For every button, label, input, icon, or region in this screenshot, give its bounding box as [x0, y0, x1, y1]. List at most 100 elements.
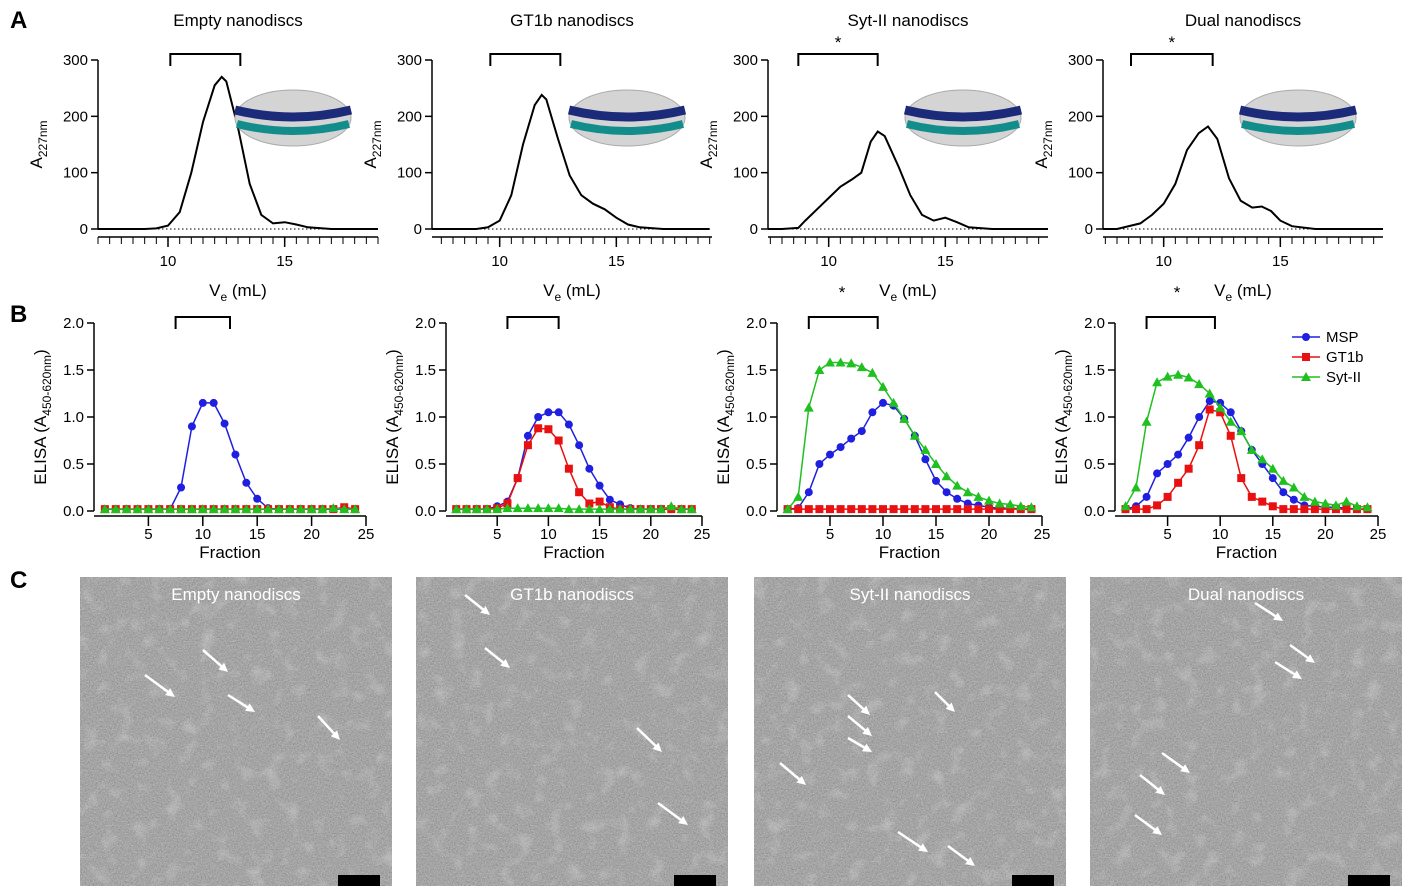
marker — [1162, 371, 1173, 381]
marker — [941, 471, 952, 481]
marker — [595, 497, 604, 506]
marker — [1247, 492, 1256, 501]
marker — [932, 505, 940, 514]
arrow-head — [1155, 785, 1165, 795]
marker — [1194, 379, 1205, 389]
micrograph-particles — [754, 577, 1066, 886]
marker — [836, 443, 845, 452]
arrow-head — [1152, 826, 1162, 835]
marker — [1299, 491, 1310, 501]
arrow-head — [245, 703, 255, 712]
y-tick-label: 0 — [414, 221, 422, 238]
marker — [847, 434, 856, 443]
micrograph-label: GT1b nanodiscs — [510, 585, 634, 604]
marker — [1225, 416, 1236, 426]
marker — [1279, 505, 1288, 514]
marker — [1173, 369, 1184, 379]
marker — [543, 503, 554, 513]
marker — [317, 504, 328, 514]
marker — [825, 357, 835, 367]
y-tick-label: 0 — [750, 221, 758, 238]
y-label-sub: 450-620nm — [392, 355, 406, 416]
marker — [554, 436, 563, 445]
x-tick-label: 20 — [303, 526, 320, 543]
x-label-main: V — [209, 281, 221, 300]
marker — [263, 504, 274, 514]
marker — [1163, 460, 1172, 468]
arrow-head — [862, 726, 872, 736]
panel-label: C — [10, 567, 27, 594]
marker — [635, 504, 646, 514]
y-label-rest: ) — [31, 349, 50, 355]
bracket — [174, 316, 231, 329]
marker — [625, 504, 636, 514]
y-tick-label: 0.0 — [415, 503, 436, 520]
x-label-rest: (mL) — [227, 281, 267, 300]
marker — [973, 491, 984, 501]
legend-label: GT1b — [1326, 349, 1364, 366]
marker — [230, 504, 241, 514]
arrow-head — [1273, 612, 1283, 621]
marker — [209, 398, 218, 407]
marker — [564, 464, 573, 473]
scale-bar — [674, 875, 716, 886]
marker — [1342, 505, 1351, 514]
marker — [815, 505, 824, 514]
x-label-note: * — [1174, 283, 1181, 302]
arrow-shaft — [1139, 774, 1162, 793]
arrow-shaft — [1134, 813, 1158, 833]
marker — [889, 505, 898, 514]
series-line — [787, 402, 1032, 510]
marker — [534, 413, 543, 421]
x-axis-label: Ve (mL) — [543, 281, 601, 304]
x-axis-label: Ve (mL) — [209, 281, 267, 304]
y-tick-label: 2.0 — [63, 315, 84, 332]
marker — [143, 504, 154, 514]
y-tick-label: 1.5 — [415, 362, 436, 379]
marker — [328, 503, 339, 513]
y-axis-label: ELISA (A450-620nm) — [383, 349, 406, 484]
marker — [1289, 505, 1298, 514]
series-line — [456, 411, 692, 510]
arrow-head — [480, 605, 490, 615]
y-tick-label: 0.5 — [63, 456, 84, 473]
marker — [994, 498, 1005, 508]
marker — [1226, 408, 1235, 417]
marker — [963, 505, 972, 514]
y-tick-label: 0.0 — [1084, 503, 1105, 520]
marker — [220, 419, 229, 428]
marker — [1183, 372, 1194, 382]
x-label-sub: e — [554, 290, 561, 304]
scale-bar — [1348, 875, 1390, 886]
y-label-main: ELISA (A — [1052, 415, 1071, 485]
bracket — [489, 53, 562, 66]
marker — [534, 424, 543, 433]
y-label-sub: 227nm — [1041, 120, 1055, 157]
marker — [1236, 426, 1247, 436]
marker — [1132, 505, 1141, 514]
marker — [1302, 353, 1310, 361]
x-tick-label: 25 — [694, 526, 711, 543]
marker — [253, 494, 262, 503]
marker — [868, 505, 877, 514]
y-axis-label: A227nm — [1032, 120, 1055, 168]
y-tick-label: 300 — [63, 52, 88, 69]
marker — [1310, 505, 1319, 514]
arrow-shaft — [1161, 751, 1186, 771]
series-line — [1125, 408, 1368, 510]
marker — [1320, 498, 1331, 508]
marker — [847, 505, 856, 514]
y-label-main: A — [27, 157, 46, 169]
marker — [794, 505, 803, 514]
marker — [1289, 495, 1298, 504]
marker — [219, 504, 230, 514]
marker — [1330, 500, 1341, 510]
inset-belt — [1238, 105, 1358, 122]
marker — [1246, 444, 1257, 454]
arrow-head — [652, 742, 662, 752]
marker — [615, 504, 626, 514]
arrow-shaft — [897, 830, 924, 850]
y-tick-label: 0.0 — [63, 503, 84, 520]
marker — [1237, 474, 1246, 483]
